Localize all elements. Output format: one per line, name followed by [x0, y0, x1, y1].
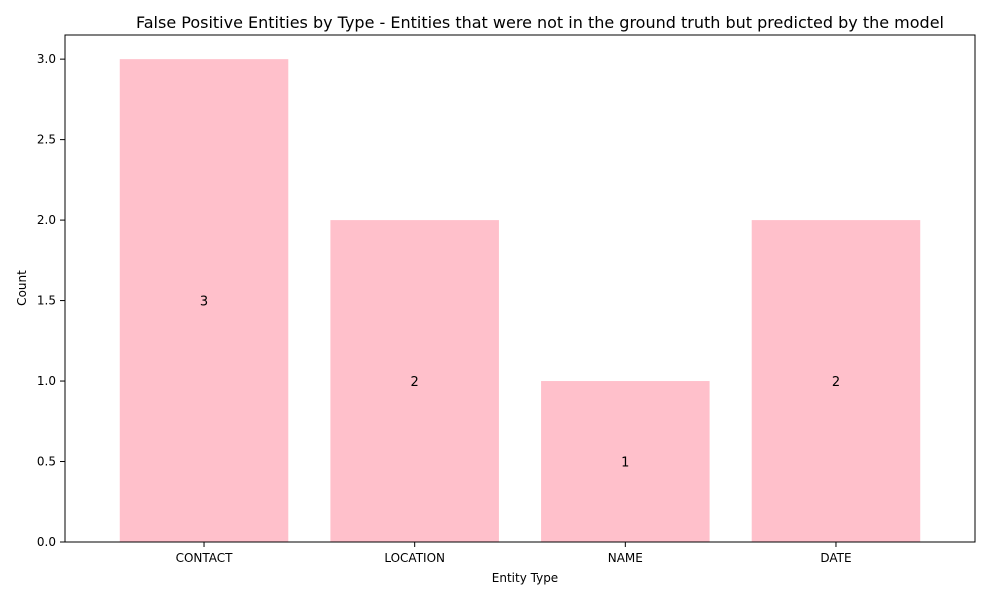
bar-location	[330, 220, 499, 542]
y-tick-label: 2.0	[37, 213, 56, 227]
data-label-location: 2	[411, 375, 419, 390]
x-tick-label: LOCATION	[384, 551, 445, 565]
y-axis-label: Count	[15, 270, 29, 306]
bars-layer	[119, 59, 921, 543]
x-tick-label: NAME	[608, 551, 643, 565]
y-tick-label: 1.5	[37, 294, 56, 308]
x-tick-label: DATE	[820, 551, 851, 565]
y-axis: 0.0 0.5 1.0 1.5 2.0 2.5 3.0	[37, 52, 65, 549]
bar-name	[541, 381, 710, 542]
bar-date	[751, 220, 921, 542]
data-label-name: 1	[621, 456, 629, 471]
x-axis-label: Entity Type	[492, 571, 558, 585]
data-labels-layer: 3 2 1 2	[200, 295, 840, 471]
bar-contact	[119, 59, 289, 543]
plot-frame	[64, 34, 976, 543]
y-tick-label: 0.5	[37, 455, 56, 469]
x-axis: CONTACT LOCATION NAME DATE	[176, 542, 852, 565]
y-tick-label: 2.5	[37, 133, 56, 147]
x-tick-label: CONTACT	[176, 551, 234, 565]
y-tick-label: 1.0	[37, 374, 56, 388]
y-tick-label: 3.0	[37, 52, 56, 66]
axes-layer	[64, 34, 976, 543]
y-tick-label: 0.0	[37, 535, 56, 549]
data-label-date: 2	[832, 375, 840, 390]
chart-title: False Positive Entities by Type - Entiti…	[136, 13, 944, 32]
data-label-contact: 3	[200, 295, 208, 310]
